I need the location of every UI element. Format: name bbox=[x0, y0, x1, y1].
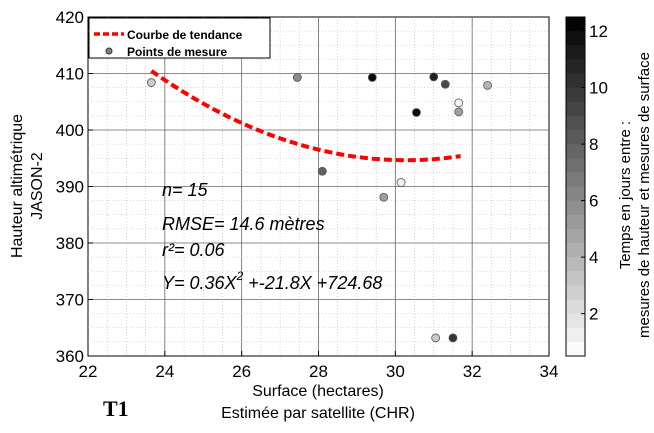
colorbar-segment bbox=[566, 59, 585, 75]
colorbar-tick-label: 12 bbox=[589, 22, 608, 41]
axes: 22 24 26 28 30 32 34 360 370 380 390 400 410 420 bbox=[56, 8, 559, 381]
data-point bbox=[412, 108, 421, 117]
colorbar-segment bbox=[566, 299, 585, 315]
data-point bbox=[367, 73, 377, 82]
legend-trend-label: Courbe de tendance bbox=[127, 28, 243, 42]
colorbar-tick-label: 6 bbox=[589, 192, 598, 211]
y-tick-label: 360 bbox=[56, 347, 84, 366]
data-point bbox=[440, 79, 450, 89]
data-point bbox=[292, 73, 302, 82]
x-tick-label: 30 bbox=[386, 362, 405, 381]
y-tick-label: 370 bbox=[56, 291, 84, 310]
data-point bbox=[317, 166, 327, 176]
colorbar-segment bbox=[566, 87, 585, 103]
colorbar-segment bbox=[566, 243, 585, 258]
annotation-equation: Y= 0.36X2 +-21.8X +724.68 bbox=[162, 269, 382, 293]
colorbar-title-line2: mesures de hauteur et mesures de surface bbox=[636, 52, 653, 338]
colorbar-tick-label: 10 bbox=[589, 79, 608, 98]
trend-curve-group bbox=[150, 69, 461, 163]
colorbar-segment bbox=[566, 45, 585, 60]
data-point bbox=[454, 98, 464, 108]
colorbar-frame bbox=[565, 16, 586, 357]
colorbar-segment bbox=[566, 313, 585, 329]
x-tick-label: 22 bbox=[79, 362, 98, 381]
x-tick-label: 28 bbox=[309, 362, 328, 381]
colorbar-segment bbox=[566, 327, 585, 343]
equation-main: Y= 0.36X bbox=[162, 273, 238, 293]
x-axis-subtitle: Estimée par satellite (CHR) bbox=[221, 405, 415, 422]
colorbar-segment bbox=[566, 115, 585, 131]
data-point bbox=[448, 333, 458, 343]
y-axis-subtitle: JASON-2 bbox=[29, 152, 46, 220]
colorbar-segment bbox=[566, 200, 585, 216]
colorbar-segment bbox=[566, 73, 585, 89]
legend: Courbe de tendance Points de mesure bbox=[88, 17, 271, 59]
colorbar-title-line1: Temps en jours entre : bbox=[617, 121, 634, 269]
annotation-rmse: RMSE= 14.6 mètres bbox=[162, 214, 325, 234]
trend-curve bbox=[150, 69, 461, 163]
data-point bbox=[379, 192, 389, 202]
colorbar-segment bbox=[566, 101, 585, 117]
data-point bbox=[396, 178, 406, 187]
data-point bbox=[431, 333, 441, 343]
colorbar-segment bbox=[566, 172, 585, 188]
equation-exponent: 2 bbox=[236, 269, 244, 283]
colorbar-segment bbox=[566, 17, 585, 32]
y-tick-label: 380 bbox=[56, 234, 84, 253]
colorbar-segment bbox=[566, 341, 585, 357]
x-tick-label: 32 bbox=[463, 362, 482, 381]
colorbar-tick-label: 4 bbox=[589, 248, 598, 267]
colorbar-segment bbox=[566, 271, 585, 286]
colorbar: 2 4 6 8 10 12 bbox=[565, 16, 608, 357]
data-point bbox=[429, 72, 439, 82]
data-point bbox=[483, 80, 492, 90]
colorbar-segment bbox=[566, 130, 585, 145]
annotation-r2: r²= 0.06 bbox=[162, 240, 226, 260]
y-tick-label: 420 bbox=[56, 8, 84, 27]
colorbar-segment bbox=[566, 257, 585, 272]
colorbar-segment bbox=[566, 285, 585, 301]
colorbar-tick-label: 8 bbox=[589, 135, 598, 154]
annotation-n: n= 15 bbox=[162, 180, 209, 200]
legend-box bbox=[88, 17, 271, 59]
colorbar-segment bbox=[566, 31, 585, 46]
data-point bbox=[454, 107, 464, 117]
x-tick-label: 26 bbox=[232, 362, 251, 381]
data-points bbox=[146, 72, 492, 343]
y-tick-label: 390 bbox=[56, 178, 84, 197]
y-tick-label: 410 bbox=[56, 65, 84, 84]
colorbar-segment bbox=[566, 144, 585, 159]
x-axis-title: Surface (hectares) bbox=[252, 383, 384, 400]
colorbar-segment bbox=[566, 186, 585, 202]
colorbar-segment bbox=[566, 214, 585, 230]
x-tick-label: 24 bbox=[155, 362, 174, 381]
colorbar-segment bbox=[566, 228, 585, 244]
colorbar-segment bbox=[566, 158, 585, 173]
colorbar-tick-label: 2 bbox=[589, 305, 598, 324]
legend-points-label: Points de mesure bbox=[127, 45, 227, 59]
panel-label: T1 bbox=[103, 396, 129, 421]
y-tick-label: 400 bbox=[56, 121, 84, 140]
grid bbox=[88, 17, 549, 356]
data-point bbox=[146, 78, 156, 87]
legend-points-swatch bbox=[105, 47, 113, 55]
equation-rest: +-21.8X +724.68 bbox=[243, 273, 382, 293]
y-axis-title: Hauteur altimétrique bbox=[9, 114, 26, 258]
x-tick-label: 34 bbox=[540, 362, 559, 381]
